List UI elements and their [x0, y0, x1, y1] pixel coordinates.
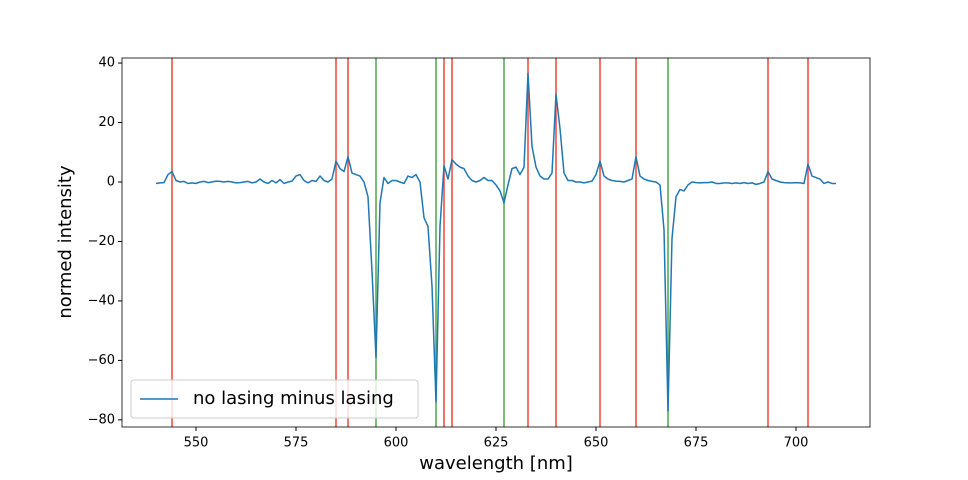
plot-frame: [121, 57, 871, 428]
y-tick-label: −20: [88, 234, 115, 249]
legend-box: [130, 379, 419, 419]
x-tick-label: 650: [584, 436, 609, 451]
y-tick-label: −60: [88, 353, 115, 368]
legend-label: no lasing minus lasing: [193, 388, 394, 409]
y-tick-label: −40: [88, 293, 115, 308]
y-axis-label: normed intensity: [55, 165, 76, 319]
x-tick-label: 700: [784, 436, 809, 451]
x-tick-label: 550: [184, 436, 209, 451]
data-line: [155, 72, 836, 412]
y-tick-label: −80: [88, 412, 115, 427]
x-axis-label: wavelength [nm]: [419, 453, 573, 474]
y-tick-label: 40: [98, 56, 115, 71]
y-tick-label: 20: [98, 115, 115, 130]
x-tick-label: 675: [684, 436, 709, 451]
y-tick-label: 0: [107, 174, 115, 189]
x-tick-label: 575: [284, 436, 309, 451]
x-tick-label: 600: [384, 436, 409, 451]
x-tick-label: 625: [484, 436, 509, 451]
